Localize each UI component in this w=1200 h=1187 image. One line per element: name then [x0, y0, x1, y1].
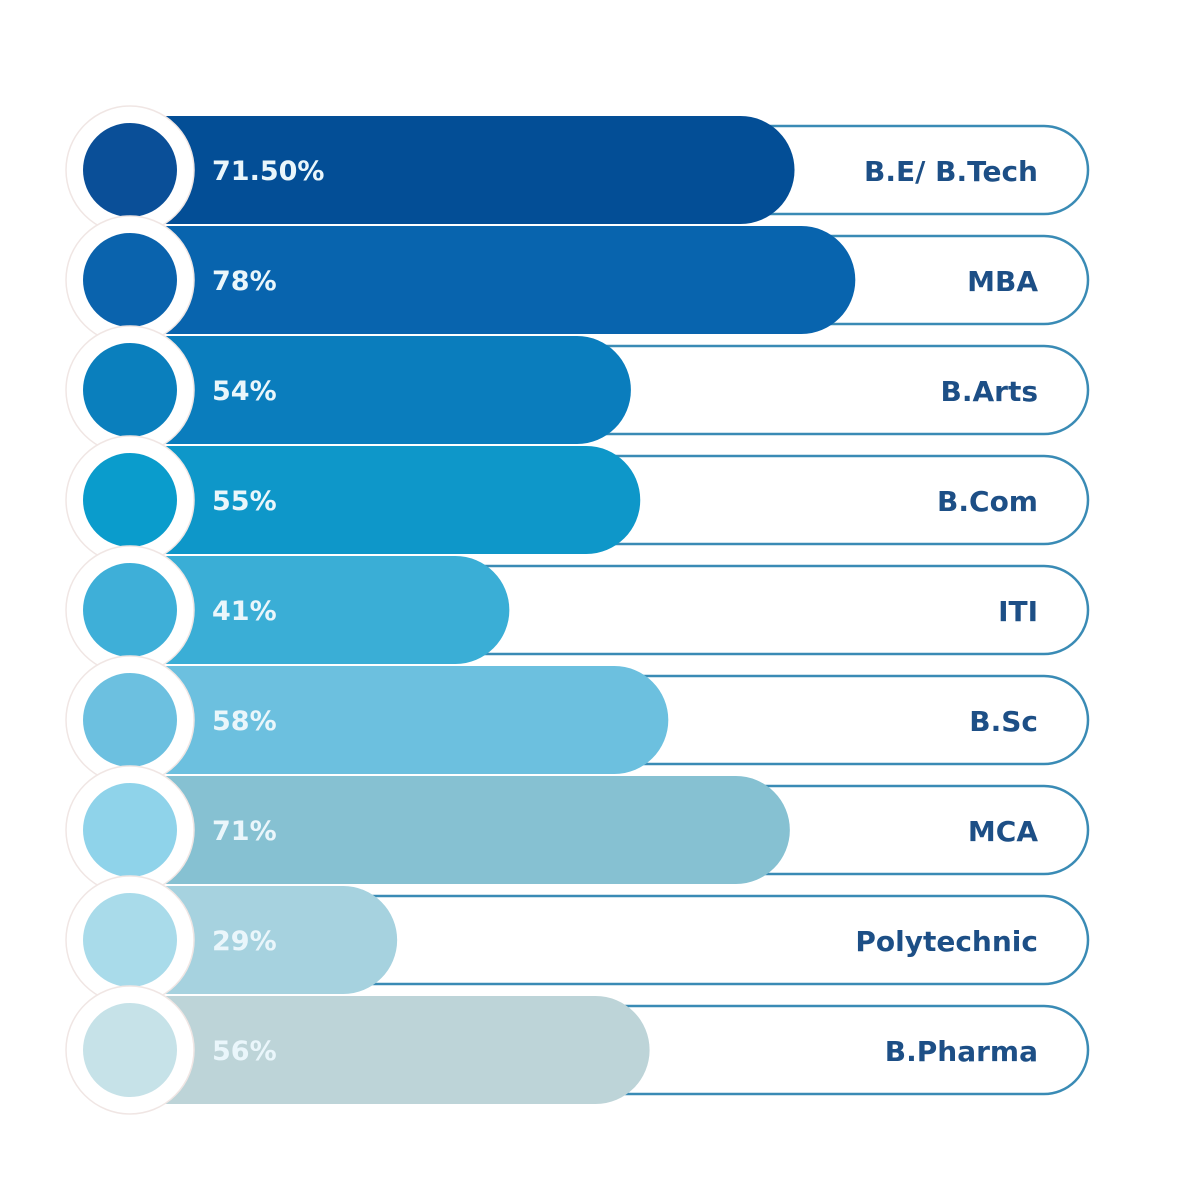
category-label: MCA [968, 815, 1038, 848]
value-label: 29% [212, 926, 277, 957]
bar [130, 996, 650, 1104]
category-label: B.E/ B.Tech [864, 155, 1038, 188]
bar [130, 226, 856, 334]
marker-dot [83, 343, 177, 437]
bar [130, 556, 510, 664]
bar [130, 666, 669, 774]
marker-dot [83, 563, 177, 657]
marker-dot [83, 673, 177, 767]
category-label: ITI [998, 595, 1038, 628]
value-label: 54% [212, 376, 277, 407]
value-label: 55% [212, 486, 277, 517]
category-label: B.Pharma [885, 1035, 1038, 1068]
bar [130, 116, 795, 224]
bar [130, 336, 631, 444]
value-label: 71% [212, 816, 277, 847]
marker-dot [83, 453, 177, 547]
value-label: 58% [212, 706, 277, 737]
bar [130, 776, 790, 884]
value-label: 41% [212, 596, 277, 627]
bar [130, 886, 398, 994]
marker-dot [83, 123, 177, 217]
category-label: Polytechnic [855, 925, 1038, 958]
marker-dot [83, 233, 177, 327]
category-label: B.Sc [969, 705, 1038, 738]
value-label: 78% [212, 266, 277, 297]
value-label: 56% [212, 1036, 277, 1067]
marker-dot [83, 893, 177, 987]
marker-dot [83, 783, 177, 877]
value-label: 71.50% [212, 156, 324, 187]
bar [130, 446, 641, 554]
marker-dot [83, 1003, 177, 1097]
category-label: B.Com [937, 485, 1038, 518]
category-label: MBA [967, 265, 1038, 298]
category-label: B.Arts [940, 375, 1038, 408]
